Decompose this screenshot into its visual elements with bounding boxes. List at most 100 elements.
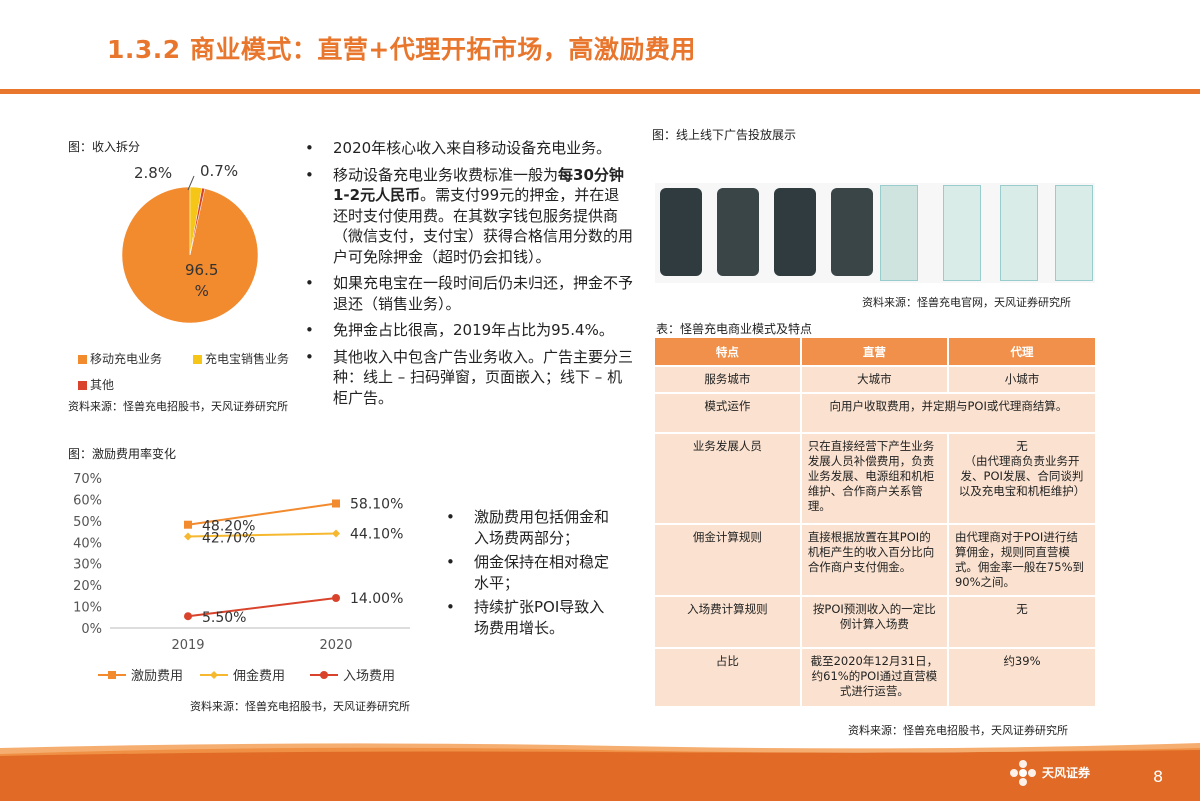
data-label: 48.20% xyxy=(202,519,255,535)
pie-label-small2: 0.7% xyxy=(200,162,239,180)
table-cell: 模式运作 xyxy=(655,392,802,433)
table-cell: 无 xyxy=(947,595,1098,648)
legend-label: 佣金费用 xyxy=(233,668,285,684)
series-line-0 xyxy=(187,502,337,526)
footer-band xyxy=(0,743,1200,801)
bullet-text: 2020年核心收入来自移动设备充电业务。 xyxy=(333,139,612,157)
revenue-bullets: • 2020年核心收入来自移动设备充电业务。 • 移动设备充电业务收费标准一般为每30… xyxy=(305,138,634,414)
line-caption: 图：激励费用率变化 xyxy=(68,447,177,461)
table-cell: 无 （由代理商负责业务开发、POI发展、合同谈判以及充电宝和机柜维护） xyxy=(947,432,1098,524)
y-tick-label: 70% xyxy=(73,472,102,487)
legend-label: 入场费用 xyxy=(343,669,395,684)
ad-caption: 图：线上线下广告投放展示 xyxy=(652,128,797,142)
bullet-item: • 持续扩张POI导致入场费用增长。 xyxy=(446,597,614,638)
table-cell: 业务发展人员 xyxy=(655,432,802,524)
pie-legend-item-1: 充电宝销售业务 xyxy=(193,350,289,367)
table-row: 服务城市 大城市 小城市 xyxy=(655,365,1098,393)
bullet-dot: • xyxy=(305,165,314,184)
pie-caption: 图：收入拆分 xyxy=(68,140,141,154)
bullet-item: • 如果充电宝在一段时间后仍未归还，押金不予退还（销售业务）。 xyxy=(305,273,634,314)
legend-marker xyxy=(210,671,218,679)
bullet-bold-text: 每30分钟1-2元人民币 xyxy=(333,165,624,205)
table-header: 直营 xyxy=(800,338,949,366)
legend-marker xyxy=(320,671,328,679)
y-tick-label: 40% xyxy=(73,536,102,551)
legend-swatch xyxy=(78,355,87,364)
data-label: 14.00% xyxy=(350,591,403,607)
bullet-dot: • xyxy=(446,598,455,616)
data-point xyxy=(184,532,192,541)
data-label: 5.50% xyxy=(202,610,246,626)
data-point xyxy=(332,499,340,508)
data-label: 44.10% xyxy=(350,527,403,543)
table-cell: 只在直接经营下产生业务发展人员补偿费用，负责业务发展、电源组和机柜维护、合作商户… xyxy=(800,432,949,524)
table-cell: 佣金计算规则 xyxy=(655,523,802,596)
line-source: 资料来源：怪兽充电招股书，天风证券研究所 xyxy=(190,700,410,713)
page-title: 1.3.2 商业模式：直营+代理开拓市场，高激励费用 xyxy=(107,35,696,64)
data-point xyxy=(332,529,340,538)
legend-label: 移动充电业务 xyxy=(90,352,163,366)
bullet-text: 免押金占比很高，2019年占比为95.4%。 xyxy=(333,321,614,339)
bullet-item: • 2020年核心收入来自移动设备充电业务。 xyxy=(305,138,633,159)
table-cell: 由代理商对于POI进行结算佣金，规则同直营模式。佣金率一般在75%到90%之间。 xyxy=(947,523,1098,596)
table-row: 模式运作 向用户收取费用，并定期与POI或代理商结算。 xyxy=(655,392,1098,433)
business-model-table: 特点 直营 代理 服务城市 大城市 小城市 模式运作 向用户收取费用，并定期与P… xyxy=(655,338,1098,706)
phone-screenshot xyxy=(774,188,816,276)
y-tick-label: 50% xyxy=(73,515,102,530)
table-caption: 表：怪兽充电商业模式及特点 xyxy=(656,322,813,336)
y-tick-label: 0% xyxy=(81,622,102,637)
bullet-item: • 免押金占比很高，2019年占比为95.4%。 xyxy=(305,320,633,341)
incentive-line-chart: 0% 10% 20% 30% 40% 50% 60% 70% 2019 2020 48.20% 58.… xyxy=(73,472,410,684)
table-cell: 服务城市 xyxy=(655,365,802,393)
bullet-dot: • xyxy=(446,553,455,571)
company-logo: 天风证券 xyxy=(1000,752,1102,796)
bullet-text: 如果充电宝在一段时间后仍未归还，押金不予退还（销售业务）。 xyxy=(333,274,634,313)
page-number: 8 xyxy=(1153,767,1164,786)
phone-screenshot xyxy=(831,188,873,276)
bullet-text: 移动设备充电业务收费标准一般为 xyxy=(333,165,559,184)
pie-legend-item-0: 移动充电业务 xyxy=(78,350,162,367)
cabinet-ad-image xyxy=(880,185,918,281)
bullet-item: • 激励费用包括佣金和入场费两部分； xyxy=(446,507,614,548)
pie-slice-2 xyxy=(189,187,206,256)
pie-label-main: 96.5 % xyxy=(185,260,218,302)
data-point xyxy=(332,594,340,602)
data-point xyxy=(184,612,192,621)
bullet-dot: • xyxy=(305,139,314,157)
table-cell: 占比 xyxy=(655,647,802,706)
table-cell: 截至2020年12月31日，约61%的POI通过直营模式进行运营。 xyxy=(800,647,949,706)
pie-label-small1: 2.8% xyxy=(134,164,173,182)
data-label: 58.10% xyxy=(350,497,403,513)
bullet-text: 持续扩张POI导致入场费用增长。 xyxy=(474,598,605,637)
legend-swatch xyxy=(78,381,87,390)
y-tick-label: 30% xyxy=(73,558,102,573)
phone-screenshot xyxy=(660,188,702,276)
y-tick-label: 60% xyxy=(73,493,102,508)
pie-label-main-value: 96.5 xyxy=(185,261,219,279)
bullet-dot: • xyxy=(305,347,314,366)
pie-legend-item-2: 其他 xyxy=(78,376,114,393)
series-line-2 xyxy=(187,597,337,618)
table-cell: 入场费计算规则 xyxy=(655,595,802,648)
x-tick-label: 2019 xyxy=(171,638,204,653)
cabinet-ad-image xyxy=(1000,185,1038,281)
table-source: 资料来源：怪兽充电招股书，天风证券研究所 xyxy=(848,724,1068,737)
data-label: 42.70% xyxy=(202,531,255,547)
table-row: 业务发展人员 只在直接经营下产生业务发展人员补偿费用，负责业务发展、电源组和机柜… xyxy=(655,432,1098,524)
table-cell: 按POI预测收入的一定比例计算入场费 xyxy=(800,595,949,648)
revenue-pie-chart xyxy=(121,186,259,324)
pie-leader-line xyxy=(187,175,195,191)
pie-label-main-unit: % xyxy=(194,282,209,300)
logo-text: 天风证券 xyxy=(1042,766,1091,780)
table-cell: 小城市 xyxy=(947,365,1098,393)
table-header: 特点 xyxy=(655,338,802,366)
series-line-1 xyxy=(187,532,337,538)
title-divider xyxy=(0,89,1200,94)
cabinet-ad-image xyxy=(1055,185,1093,281)
legend-label: 其他 xyxy=(90,378,115,392)
table-row: 入场费计算规则 按POI预测收入的一定比例计算入场费 无 xyxy=(655,595,1098,648)
bullet-item: • 移动设备充电业务收费标准一般为每30分钟1-2元人民币。需支付99元的押金，并… xyxy=(305,165,633,268)
logo-flower-icon xyxy=(1010,760,1036,786)
x-tick-label: 2020 xyxy=(319,638,352,653)
bullet-text: 佣金保持在相对稳定水平； xyxy=(474,553,610,592)
